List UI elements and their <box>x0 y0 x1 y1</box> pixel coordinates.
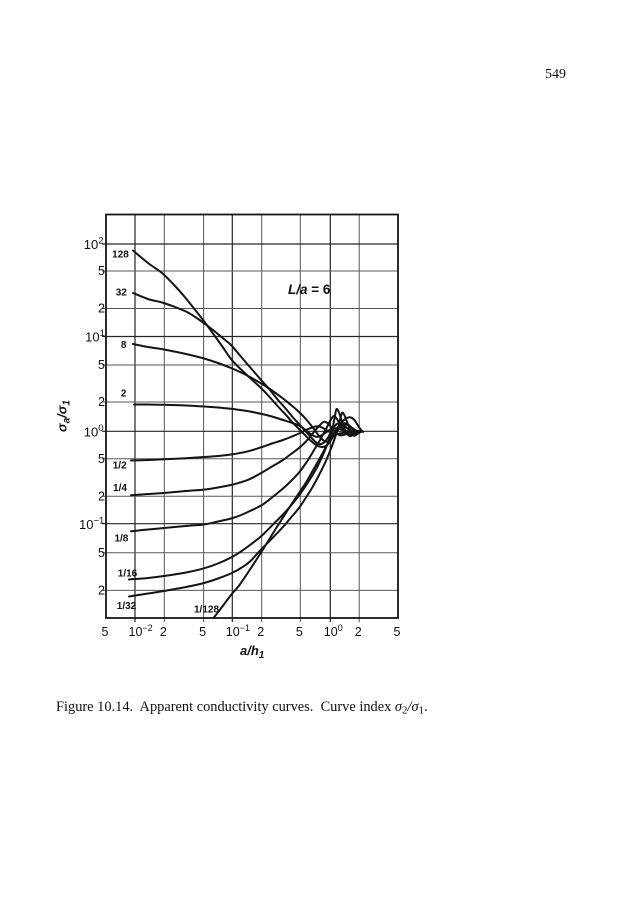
svg-text:2: 2 <box>98 490 105 504</box>
svg-text:Figure 10.14. Apparent conduc: Figure 10.14. Apparent conductivity curv… <box>56 699 428 717</box>
svg-text:8: 8 <box>121 340 127 351</box>
svg-text:10−1: 10−1 <box>79 515 104 532</box>
svg-text:1/2: 1/2 <box>113 461 127 472</box>
svg-text:1/4: 1/4 <box>113 483 127 494</box>
svg-text:5: 5 <box>98 264 105 278</box>
svg-text:102: 102 <box>84 236 104 253</box>
svg-text:1/8: 1/8 <box>114 534 128 545</box>
svg-text:128: 128 <box>112 250 129 261</box>
svg-text:1/128: 1/128 <box>194 604 219 615</box>
svg-text:1/16: 1/16 <box>118 569 138 580</box>
svg-text:2: 2 <box>121 389 127 400</box>
svg-text:2: 2 <box>257 625 264 639</box>
svg-text:5: 5 <box>98 358 105 372</box>
svg-text:2: 2 <box>98 584 105 598</box>
svg-text:5: 5 <box>296 625 303 639</box>
svg-text:5: 5 <box>98 546 105 560</box>
svg-text:32: 32 <box>116 288 128 299</box>
svg-text:2: 2 <box>98 395 105 409</box>
svg-text:5: 5 <box>394 625 401 639</box>
svg-text:100: 100 <box>84 423 104 440</box>
svg-text:10−2: 10−2 <box>129 623 153 639</box>
svg-text:5: 5 <box>98 452 105 466</box>
svg-text:L/a = 6: L/a = 6 <box>288 282 331 297</box>
svg-text:2: 2 <box>160 625 167 639</box>
svg-text:10−1: 10−1 <box>226 623 250 639</box>
svg-text:100: 100 <box>324 623 343 639</box>
svg-text:a/h1: a/h1 <box>240 643 265 661</box>
svg-text:σa/σ1: σa/σ1 <box>55 400 73 432</box>
svg-text:549: 549 <box>545 67 566 82</box>
svg-text:2: 2 <box>98 302 105 316</box>
svg-text:101: 101 <box>85 328 105 345</box>
svg-text:5: 5 <box>102 625 109 639</box>
svg-text:1/32: 1/32 <box>117 601 137 612</box>
svg-text:2: 2 <box>355 625 362 639</box>
svg-text:5: 5 <box>199 625 206 639</box>
